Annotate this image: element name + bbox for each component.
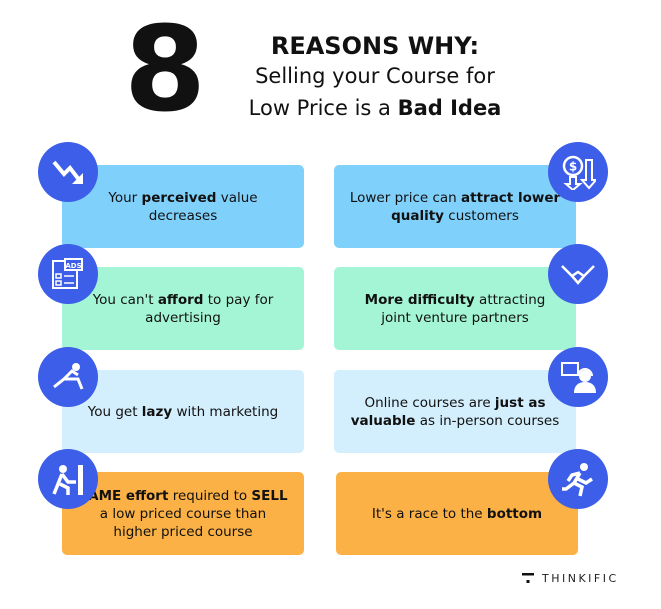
reason-text-segment: with marketing bbox=[172, 403, 279, 420]
push-wall-icon bbox=[38, 449, 98, 509]
title-line-1: REASONS WHY: bbox=[270, 32, 480, 60]
reason-text-segment: Lower price can bbox=[349, 189, 462, 206]
reason-text: It's a race to the bottom bbox=[372, 505, 542, 523]
number-eight: 8 bbox=[124, 0, 206, 138]
reason-bold-text: afford bbox=[157, 291, 204, 308]
reason-text-segment: Online courses are bbox=[364, 394, 495, 411]
reason-bold-text: SELL bbox=[251, 487, 288, 504]
title-bold-text: Bad Idea bbox=[397, 96, 502, 120]
reason-text-segment: It's a race to the bbox=[371, 505, 487, 522]
brand-name: THINKIFIC bbox=[542, 572, 619, 585]
reason-bold-text: attract lower quality bbox=[391, 189, 561, 224]
dollar-down-icon: $ bbox=[548, 142, 608, 202]
reason-bold-text: perceived bbox=[141, 189, 217, 206]
reason-text-segment: You can't bbox=[92, 291, 158, 308]
reason-text: You can't afford to pay for advertising bbox=[76, 291, 290, 327]
reason-text-segment: required to bbox=[168, 487, 252, 504]
reason-bold-text: lazy bbox=[141, 403, 173, 420]
thinkific-mark-icon bbox=[522, 572, 534, 583]
reason-text: More difficulty attracting joint venture… bbox=[348, 291, 562, 327]
reason-card: You can't afford to pay for advertising bbox=[62, 267, 304, 350]
online-support-icon bbox=[548, 347, 608, 407]
title-text: Low Price is a bbox=[248, 96, 398, 120]
reason-card: SAME effort required to SELL a low price… bbox=[62, 472, 304, 555]
reason-text-segment: a low priced course than higher priced c… bbox=[99, 505, 267, 540]
thinkific-logo: THINKIFIC bbox=[522, 572, 619, 585]
reason-card: Your perceived value decreases bbox=[62, 165, 304, 248]
reason-bold-text: More difficulty bbox=[364, 291, 475, 308]
reason-text-segment: Your bbox=[108, 189, 142, 206]
reason-text: Online courses are just as valuable as i… bbox=[348, 394, 562, 430]
reason-card: You get lazy with marketing bbox=[62, 370, 304, 453]
reason-bold-text: SAME effort bbox=[78, 487, 169, 504]
reason-bold-text: bottom bbox=[486, 505, 543, 522]
reason-card: It's a race to the bottom bbox=[336, 472, 578, 555]
reason-card: Online courses are just as valuable as i… bbox=[334, 370, 576, 453]
reason-card: Lower price can attract lower quality cu… bbox=[334, 165, 576, 248]
title-line-3: Low Price is a Bad Idea bbox=[220, 96, 530, 120]
handshake-icon bbox=[548, 244, 608, 304]
reason-text: You get lazy with marketing bbox=[88, 403, 278, 421]
reason-text-segment: to pay for advertising bbox=[145, 291, 274, 326]
reason-text-segment: customers bbox=[444, 207, 519, 224]
reason-text-segment: value decreases bbox=[148, 189, 258, 224]
reason-text: Lower price can attract lower quality cu… bbox=[348, 189, 562, 225]
svg-text:ADS: ADS bbox=[65, 262, 81, 270]
ads-icon: ADS bbox=[38, 244, 98, 304]
trend-down-icon bbox=[38, 142, 98, 202]
running-icon bbox=[548, 449, 608, 509]
lounge-chair-icon bbox=[38, 347, 98, 407]
reason-text: SAME effort required to SELL a low price… bbox=[76, 487, 290, 541]
svg-text:$: $ bbox=[569, 160, 577, 174]
reason-bold-text: just as valuable bbox=[350, 394, 546, 429]
reason-card: More difficulty attracting joint venture… bbox=[334, 267, 576, 350]
reason-text-segment: You get bbox=[87, 403, 142, 420]
reason-text-segment: as in-person courses bbox=[415, 412, 560, 429]
title-line-2: Selling your Course for bbox=[255, 64, 495, 88]
reason-text: Your perceived value decreases bbox=[76, 189, 290, 225]
reason-text-segment: attracting joint venture partners bbox=[381, 291, 546, 326]
